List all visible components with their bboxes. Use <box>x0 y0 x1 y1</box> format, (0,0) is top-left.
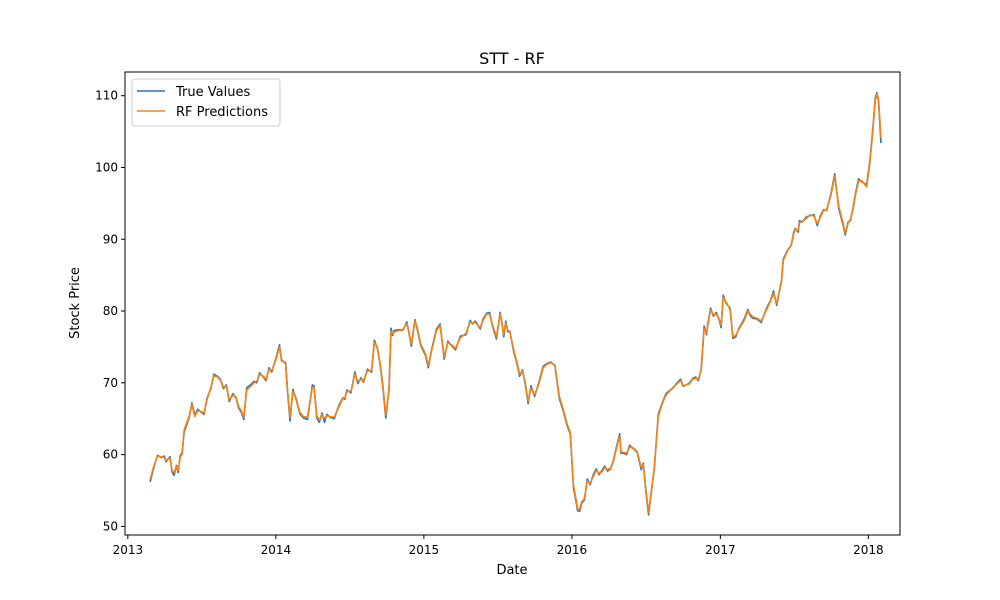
x-axis-ticks: 2013 2014 2015 2016 2017 2018 <box>113 535 884 557</box>
x-tick-label: 2018 <box>853 543 884 557</box>
x-tick-label: 2016 <box>557 543 588 557</box>
plot-frame <box>124 71 901 536</box>
y-axis-ticks: 50 60 70 80 90 100 110 <box>95 89 125 533</box>
y-tick-label: 70 <box>103 376 118 390</box>
legend-box <box>131 78 281 127</box>
x-axis-label: Date <box>496 563 527 578</box>
y-axis-label: Stock Price <box>68 267 83 339</box>
y-tick-label: 50 <box>103 519 118 533</box>
x-tick-label: 2017 <box>705 543 736 557</box>
plot-background <box>125 72 900 535</box>
y-tick-label: 100 <box>95 160 118 174</box>
y-tick-label: 90 <box>103 232 118 246</box>
legend: True Values RF Predictions <box>131 78 281 127</box>
y-tick-label: 110 <box>95 89 118 103</box>
x-tick-label: 2013 <box>113 543 144 557</box>
series-line-rf-predictions <box>149 93 882 514</box>
series-layer <box>149 92 882 516</box>
y-tick-label: 60 <box>103 448 118 462</box>
plot-area <box>124 71 901 536</box>
legend-label-rf-predictions: RF Predictions <box>176 105 268 120</box>
x-tick-label: 2015 <box>409 543 440 557</box>
legend-label-true-values: True Values <box>175 85 250 100</box>
chart-title: STT - RF <box>479 49 545 68</box>
y-tick-label: 80 <box>103 304 118 318</box>
x-tick-label: 2014 <box>261 543 292 557</box>
